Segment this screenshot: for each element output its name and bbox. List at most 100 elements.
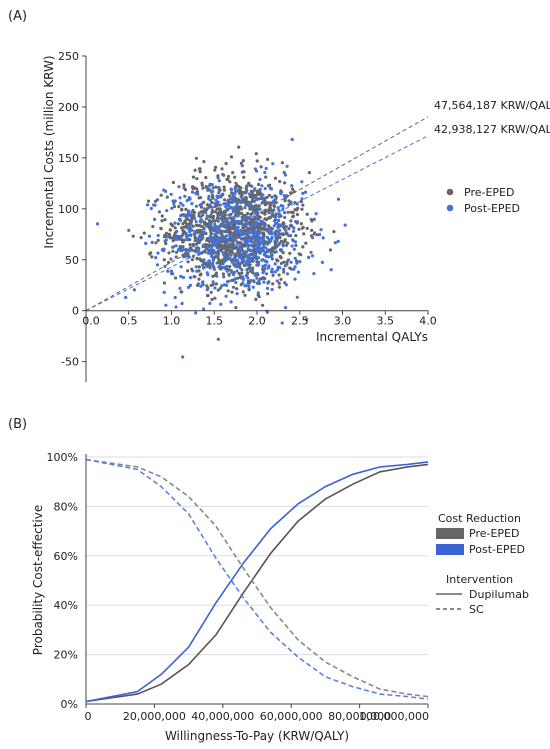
scatter-point-post-eped <box>255 243 259 247</box>
scatter-point-pre-eped <box>176 222 180 226</box>
scatter-point-pre-eped <box>156 238 160 242</box>
scatter-point-post-eped <box>247 192 252 196</box>
scatter-point-pre-eped <box>247 288 251 292</box>
scatter-point-post-eped <box>292 247 296 251</box>
scatter-point-post-eped <box>244 231 248 235</box>
scatter-point-pre-eped <box>179 246 183 250</box>
scatter-point-post-eped <box>292 229 296 233</box>
scatter-point-pre-eped <box>242 264 247 268</box>
scatter-point-post-eped <box>170 206 174 210</box>
scatter-point-pre-eped <box>251 199 255 203</box>
scatter-point-post-eped <box>279 248 283 252</box>
scatter-point-pre-eped <box>210 200 214 205</box>
panel-a-y-tick-label: 100 <box>58 203 79 216</box>
scatter-point-pre-eped <box>243 293 247 297</box>
panel-b-x-tick-label: 60,000,000 <box>260 710 323 723</box>
scatter-point-pre-eped <box>172 205 176 209</box>
scatter-point-post-eped <box>271 201 275 205</box>
scatter-point-pre-eped <box>248 206 252 210</box>
scatter-point-pre-eped <box>266 292 270 296</box>
scatter-point-pre-eped <box>192 186 196 190</box>
scatter-point-pre-eped <box>162 258 166 262</box>
scatter-point-pre-eped <box>301 203 305 207</box>
scatter-point-post-eped <box>282 211 287 215</box>
scatter-point-pre-eped <box>159 227 163 231</box>
scatter-point-pre-eped <box>302 232 306 236</box>
panel-a-x-tick-label: 2.0 <box>248 315 266 328</box>
scatter-point-post-eped <box>257 231 261 235</box>
scatter-point-post-eped <box>236 220 240 224</box>
panel-b-y-tick-label: 20% <box>54 649 78 662</box>
scatter-point-post-eped <box>270 227 274 231</box>
panel-a-axes: 0.0 0.5 1.0 1.5 2.0 2.5 3.0 3.5 4.0 -50 0 50 100 150 2… <box>58 50 437 382</box>
scatter-point-pre-eped <box>299 253 303 257</box>
scatter-point-pre-eped <box>228 230 232 235</box>
scatter-point-post-eped <box>270 267 274 271</box>
scatter-point-pre-eped <box>170 223 174 227</box>
scatter-point-post-eped <box>310 254 315 258</box>
scatter-point-pre-eped <box>240 268 244 272</box>
scatter-point-pre-eped <box>181 245 185 249</box>
scatter-point-post-eped <box>174 305 178 309</box>
scatter-point-post-eped <box>259 249 263 253</box>
scatter-point-post-eped <box>253 256 257 260</box>
scatter-point-post-eped <box>293 277 297 281</box>
scatter-point-pre-eped <box>237 271 241 276</box>
scatter-point-post-eped <box>271 162 275 166</box>
scatter-point-pre-eped <box>234 245 238 249</box>
scatter-point-pre-eped <box>184 207 188 211</box>
scatter-point-pre-eped <box>194 242 199 246</box>
scatter-point-pre-eped <box>231 285 236 289</box>
scatter-point-pre-eped <box>181 222 185 226</box>
scatter-point-post-eped <box>215 274 219 278</box>
scatter-point-post-eped <box>235 259 239 264</box>
scatter-point-pre-eped <box>220 229 224 233</box>
scatter-point-pre-eped <box>294 234 298 238</box>
scatter-point-pre-eped <box>235 203 239 207</box>
scatter-point-pre-eped <box>233 255 237 259</box>
scatter-point-post-eped <box>229 188 234 192</box>
scatter-point-post-eped <box>272 224 276 228</box>
scatter-point-pre-eped <box>150 255 154 259</box>
scatter-point-pre-eped <box>201 210 205 214</box>
scatter-point-post-eped <box>270 270 274 274</box>
scatter-point-post-eped <box>257 279 261 283</box>
scatter-point-pre-eped <box>238 241 242 245</box>
scatter-point-pre-eped <box>181 228 185 233</box>
scatter-point-post-eped <box>288 201 292 206</box>
scatter-point-pre-eped <box>197 269 201 273</box>
scatter-point-post-eped <box>216 195 220 200</box>
scatter-point-post-eped <box>180 301 184 306</box>
scatter-point-pre-eped <box>188 237 192 242</box>
scatter-point-pre-eped <box>280 161 284 165</box>
scatter-point-post-eped <box>260 184 264 188</box>
scatter-point-post-eped <box>285 272 290 276</box>
scatter-point-post-eped <box>258 187 262 192</box>
scatter-point-post-eped <box>229 253 233 257</box>
scatter-point-post-eped <box>312 272 316 276</box>
scatter-point-post-eped <box>255 276 259 280</box>
scatter-point-pre-eped <box>209 232 213 236</box>
scatter-point-pre-eped <box>191 242 195 246</box>
scatter-point-pre-eped <box>237 250 241 254</box>
scatter-point-pre-eped <box>228 265 232 269</box>
scatter-point-post-eped <box>301 191 305 195</box>
scatter-point-pre-eped <box>194 156 198 160</box>
scatter-point-post-eped <box>211 280 215 284</box>
scatter-point-post-eped <box>147 234 152 238</box>
scatter-point-post-eped <box>208 301 212 305</box>
scatter-point-pre-eped <box>257 197 261 201</box>
scatter-point-pre-eped <box>305 212 309 216</box>
scatter-point-pre-eped <box>191 214 195 218</box>
scatter-point-pre-eped <box>299 222 303 226</box>
scatter-point-post-eped <box>234 280 238 285</box>
scatter-point-pre-eped <box>175 250 179 254</box>
scatter-point-post-eped <box>293 256 297 260</box>
scatter-point-pre-eped <box>163 218 167 222</box>
scatter-point-post-eped <box>199 284 203 288</box>
scatter-point-pre-eped <box>216 255 220 259</box>
scatter-point-post-eped <box>201 245 205 249</box>
scatter-point-pre-eped <box>295 212 300 217</box>
scatter-point-pre-eped <box>182 225 186 229</box>
